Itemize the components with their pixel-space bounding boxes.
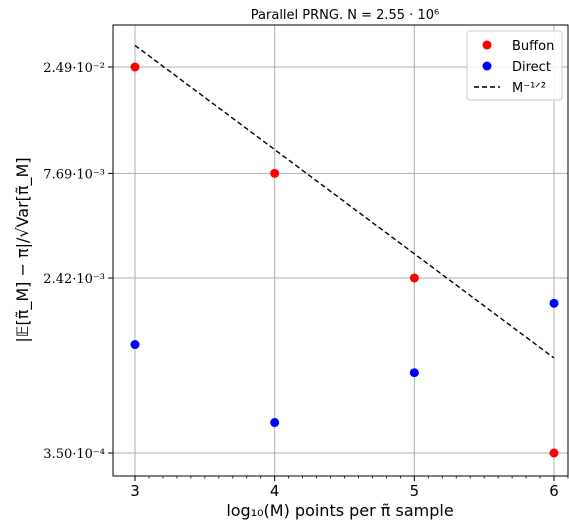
- data-point-direct: [549, 298, 559, 308]
- legend-swatch-marker: [482, 61, 492, 71]
- y-tick-label: 2.42·10⁻³: [43, 272, 105, 287]
- x-tick-label: 6: [549, 482, 559, 500]
- data-point-direct: [409, 368, 419, 378]
- x-axis: 3 4 5 6: [130, 476, 569, 500]
- legend-swatch-marker: [482, 40, 492, 50]
- y-tick-label: 7.69·10⁻³: [43, 167, 105, 182]
- legend: Buffon Direct M⁻¹ᐟ²: [466, 30, 563, 101]
- data-point-direct: [270, 418, 280, 428]
- chart-title: Parallel PRNG. N = 2.55 · 10⁶: [251, 8, 439, 23]
- data-point-buffon: [409, 273, 419, 283]
- reference-line: [134, 44, 555, 359]
- plot-area-frame: [112, 24, 569, 477]
- x-tick-label: 5: [410, 482, 420, 500]
- x-tick-label: 4: [270, 482, 280, 500]
- legend-label: Buffon: [512, 39, 554, 54]
- legend-label: M⁻¹ᐟ²: [512, 81, 546, 96]
- y-tick-label: 3.50·10⁻⁴: [43, 447, 105, 462]
- x-tick-label: 3: [130, 482, 140, 500]
- y-axis-label: |𝔼[π̃_M] − π|/√Var[π̃_M]: [13, 157, 33, 342]
- data-series: [130, 44, 559, 458]
- y-axis: 2.49·10⁻² 7.69·10⁻³ 2.42·10⁻³ 3.50·10⁻⁴: [43, 61, 113, 462]
- legend-label: Direct: [512, 60, 551, 75]
- data-point-buffon: [130, 62, 140, 72]
- legend-box: [466, 30, 563, 101]
- data-point-buffon: [270, 168, 280, 178]
- data-point-direct: [130, 340, 140, 350]
- data-point-buffon: [549, 448, 559, 458]
- x-axis-label: log₁₀(M) points per π̃ sample: [226, 501, 453, 520]
- y-tick-label: 2.49·10⁻²: [43, 61, 105, 76]
